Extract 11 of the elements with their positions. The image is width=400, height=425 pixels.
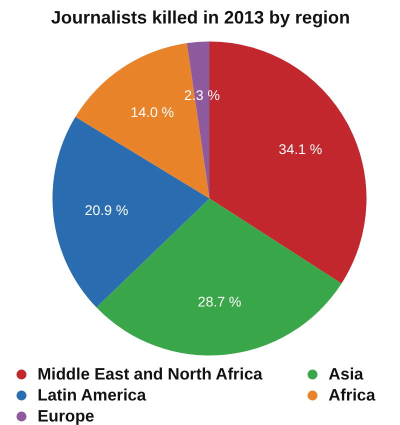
- legend-label: Latin America: [38, 386, 147, 404]
- chart-title: Journalists killed in 2013 by region: [50, 8, 350, 28]
- legend-label: Europe: [38, 408, 94, 425]
- data-label: 20.9 %: [84, 202, 128, 218]
- data-label: 28.7 %: [198, 294, 242, 310]
- data-label: 14.0 %: [130, 104, 174, 120]
- legend-label: Africa: [328, 386, 376, 404]
- data-label: 2.3 %: [184, 87, 220, 104]
- legend-label: Middle East and North Africa: [38, 366, 264, 384]
- data-label: 34.1 %: [278, 140, 322, 157]
- legend-label: Asia: [328, 366, 364, 384]
